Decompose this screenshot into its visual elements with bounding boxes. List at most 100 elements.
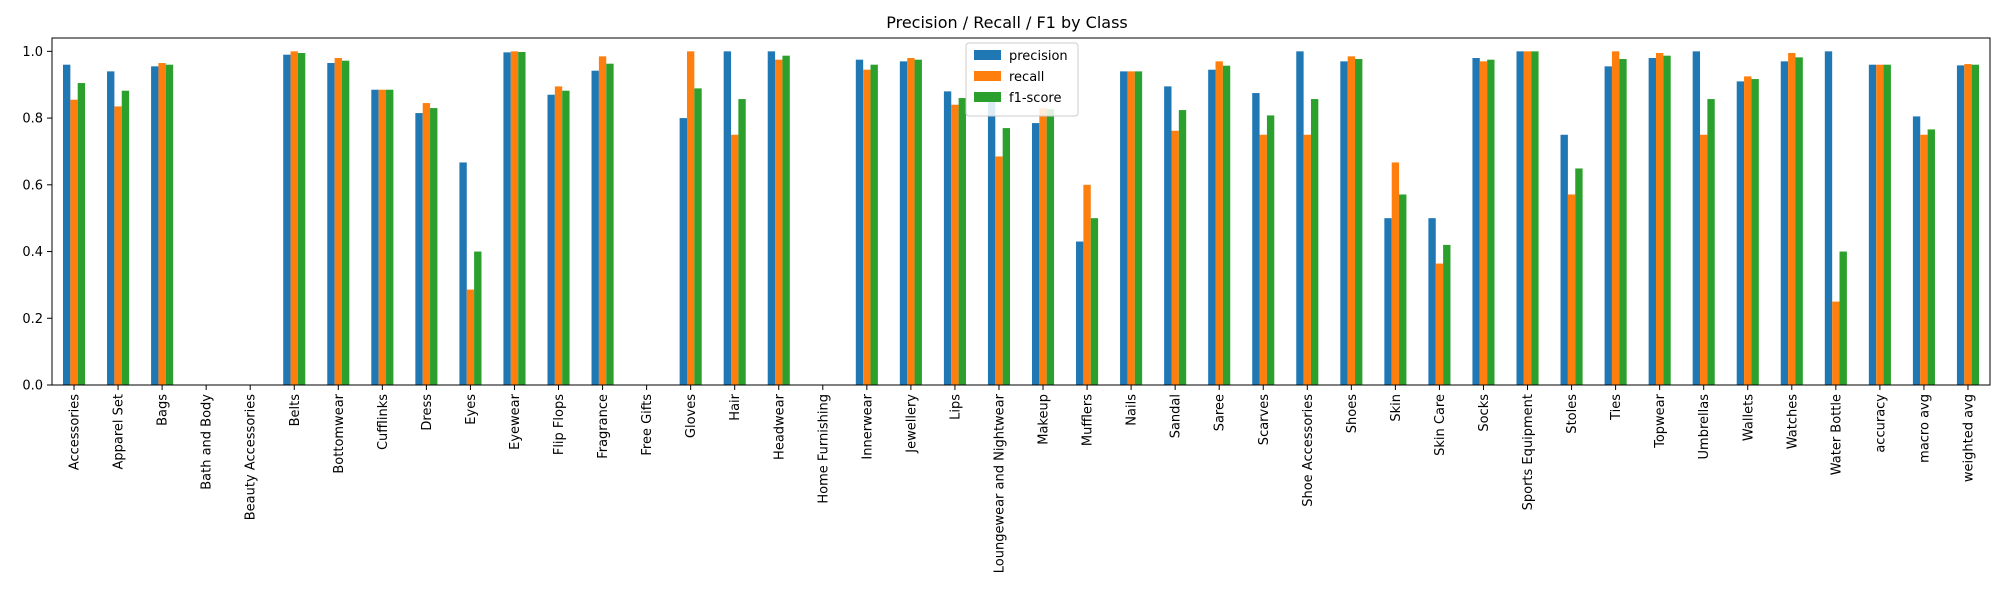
bar-precision-7 xyxy=(371,89,379,385)
legend: precision recall f1-score xyxy=(965,42,1079,117)
bar-f1-score-6 xyxy=(341,60,350,385)
y-axis-ticks: 0.0 0.2 0.4 0.6 0.8 1.0 xyxy=(22,45,52,394)
bar-precision-34 xyxy=(1560,134,1568,385)
bar-recall-11 xyxy=(554,86,563,385)
bar-precision-43 xyxy=(1956,65,1965,386)
bar-precision-40 xyxy=(1824,51,1833,385)
bar-f1-score-14 xyxy=(694,88,702,385)
bar-precision-10 xyxy=(503,52,511,385)
bar-precision-16 xyxy=(767,51,776,385)
bar-f1-score-22 xyxy=(1046,109,1055,385)
bar-recall-21 xyxy=(995,156,1003,385)
x-tick-label: Makeup xyxy=(1037,394,1052,445)
x-tick-label: Umbrellas xyxy=(1697,394,1712,460)
bar-recall-12 xyxy=(598,56,607,385)
x-tick-label: macro avg xyxy=(1917,394,1932,463)
x-tick-label: weighted avg xyxy=(1961,394,1976,482)
bar-f1-score-9 xyxy=(474,251,482,385)
bar-precision-14 xyxy=(679,118,687,385)
bar-f1-score-30 xyxy=(1399,194,1407,385)
x-tick-label: Watches xyxy=(1785,394,1800,449)
bar-recall-10 xyxy=(510,51,519,385)
bar-recall-16 xyxy=(775,59,783,385)
bar-f1-score-7 xyxy=(386,89,394,385)
bar-f1-score-32 xyxy=(1487,59,1495,385)
bar-recall-43 xyxy=(1964,64,1972,385)
bar-recall-26 xyxy=(1215,61,1223,386)
bar-precision-18 xyxy=(855,59,864,385)
x-tick-label: accuracy xyxy=(1873,394,1888,453)
bar-f1-score-10 xyxy=(518,52,526,385)
bar-recall-1 xyxy=(114,106,122,386)
bar-precision-33 xyxy=(1516,51,1524,385)
bar-f1-score-0 xyxy=(77,83,86,385)
x-tick-label: Stoles xyxy=(1565,394,1580,434)
legend-swatch-precision xyxy=(974,50,1001,60)
bar-f1-score-24 xyxy=(1134,71,1143,386)
bar-f1-score-31 xyxy=(1443,244,1451,385)
bar-recall-14 xyxy=(686,51,695,385)
bar-precision-15 xyxy=(723,51,732,385)
bar-recall-30 xyxy=(1391,162,1400,385)
x-tick-label: Fragrance xyxy=(596,394,611,459)
y-tick-label: 1.0 xyxy=(22,45,43,60)
bar-recall-42 xyxy=(1920,134,1928,385)
x-tick-label: Water Bottle xyxy=(1829,394,1844,475)
bar-precision-36 xyxy=(1648,58,1656,386)
x-tick-label: Bath and Body xyxy=(200,394,215,490)
bar-f1-score-23 xyxy=(1090,218,1099,385)
x-tick-label: Beauty Accessories xyxy=(244,394,259,520)
chart-title: Precision / Recall / F1 by Class xyxy=(886,13,1128,32)
bar-f1-score-40 xyxy=(1839,251,1847,385)
bar-f1-score-28 xyxy=(1310,99,1319,385)
bar-f1-score-29 xyxy=(1355,59,1363,386)
x-tick-label: Home Furnishing xyxy=(816,394,831,504)
bar-precision-20 xyxy=(943,91,952,385)
y-tick-label: 0.2 xyxy=(22,312,43,327)
y-tick-label: 0.6 xyxy=(22,178,43,193)
bar-recall-27 xyxy=(1259,134,1267,385)
bar-recall-33 xyxy=(1523,51,1532,385)
x-tick-label: Nails xyxy=(1125,394,1140,426)
bar-precision-37 xyxy=(1692,51,1701,385)
x-tick-label: Loungewear and Nightwear xyxy=(992,393,1007,573)
bar-f1-score-27 xyxy=(1266,115,1275,385)
bar-precision-32 xyxy=(1472,58,1480,386)
bar-precision-30 xyxy=(1384,218,1392,385)
bar-precision-8 xyxy=(415,113,423,385)
bar-f1-score-39 xyxy=(1795,57,1803,385)
x-tick-label: Apparel Set xyxy=(112,394,127,470)
bar-recall-9 xyxy=(466,289,475,385)
x-tick-label: Jewellery xyxy=(904,394,919,454)
bar-recall-40 xyxy=(1832,301,1840,385)
bar-precision-22 xyxy=(1031,123,1040,385)
bar-recall-39 xyxy=(1788,53,1796,385)
bar-recall-41 xyxy=(1876,64,1884,385)
x-tick-label: Sandal xyxy=(1169,394,1184,438)
bar-f1-score-37 xyxy=(1707,99,1715,385)
bar-recall-29 xyxy=(1347,56,1356,385)
legend-label-precision: precision xyxy=(1009,49,1068,64)
bar-f1-score-41 xyxy=(1883,64,1891,385)
x-tick-label: Ties xyxy=(1609,394,1624,421)
bar-precision-28 xyxy=(1296,51,1304,385)
y-tick-label: 0.4 xyxy=(22,245,43,260)
bar-f1-score-8 xyxy=(430,108,438,385)
x-tick-label: Bottomwear xyxy=(332,393,347,473)
bar-f1-score-18 xyxy=(870,64,878,385)
bar-f1-score-38 xyxy=(1751,79,1759,385)
bar-recall-36 xyxy=(1655,53,1664,385)
bar-f1-score-19 xyxy=(914,59,922,385)
x-tick-label: Shoes xyxy=(1345,394,1360,433)
bar-recall-8 xyxy=(422,103,431,385)
bar-f1-score-36 xyxy=(1663,55,1671,386)
bar-recall-37 xyxy=(1700,134,1708,385)
bar-precision-12 xyxy=(591,70,599,385)
x-tick-label: Accessories xyxy=(68,394,83,470)
x-tick-label: Scarves xyxy=(1257,394,1272,445)
bar-precision-39 xyxy=(1780,61,1789,386)
bar-precision-23 xyxy=(1076,241,1084,385)
x-tick-label: Cufflinks xyxy=(376,394,391,450)
x-tick-label: Skin xyxy=(1389,394,1404,422)
